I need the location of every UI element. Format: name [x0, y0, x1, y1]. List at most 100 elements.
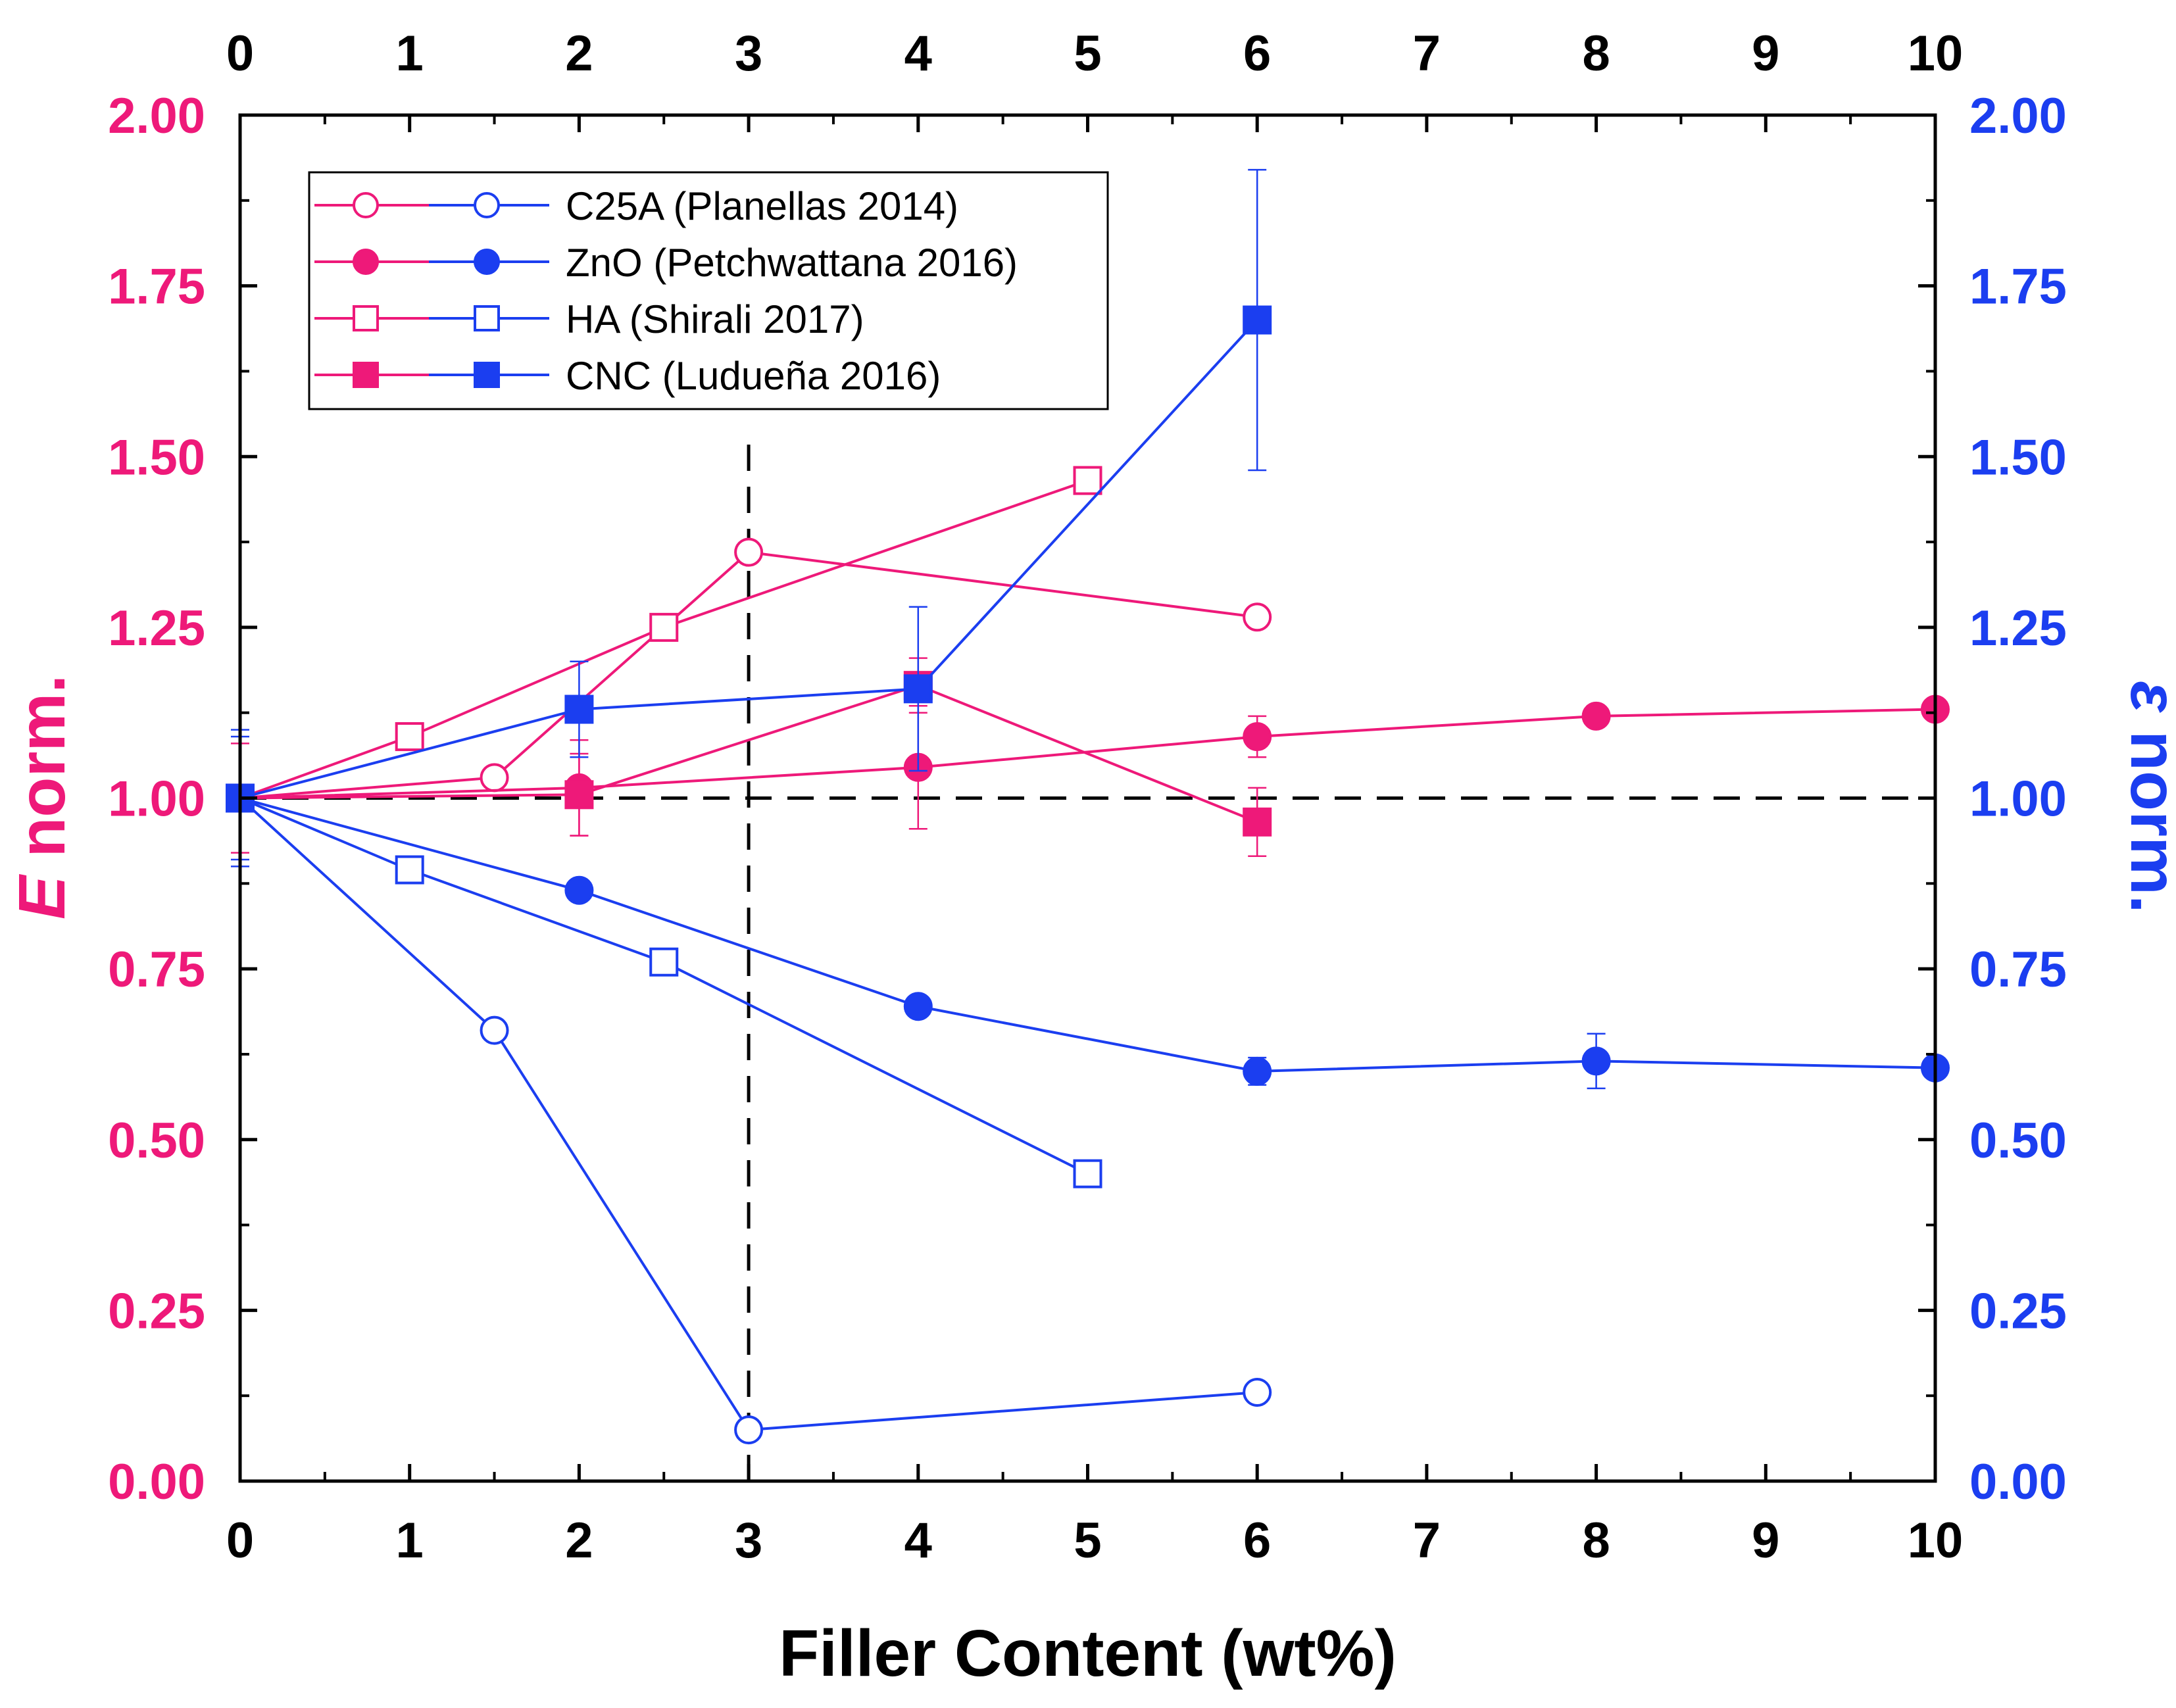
y-tick-label-right: 0.75 [1969, 942, 2067, 998]
data-point [1581, 701, 1611, 731]
x-tick-label-bottom: 5 [1074, 1513, 1101, 1569]
x-tick-label-top: 9 [1752, 26, 1779, 82]
data-point [395, 855, 424, 885]
legend: C25A (Planellas 2014) ZnO (Petchwattana 2… [308, 171, 1109, 410]
data-point [480, 1015, 509, 1045]
y-tick-label-left: 0.25 [108, 1283, 205, 1339]
y-tick-label-left: 2.00 [108, 88, 205, 144]
data-point [649, 947, 679, 977]
axis-ticks [238, 113, 1937, 1483]
x-tick-label-bottom: 3 [735, 1513, 762, 1569]
data-point [1243, 807, 1272, 837]
y-tick-label-right: 1.50 [1969, 429, 2067, 485]
x-tick-label-bottom: 7 [1413, 1513, 1441, 1569]
data-point [903, 992, 933, 1021]
data-point [395, 722, 424, 752]
y-tick-label-left: 0.75 [108, 942, 205, 998]
y-axis-title-left: E norm. [5, 675, 79, 919]
y-tick-label-right: 1.00 [1969, 771, 2067, 827]
series-1 [226, 783, 1272, 1445]
legend-marker-strain [474, 305, 500, 331]
series-line [239, 319, 1258, 800]
y-tick-label-right: 2.00 [1969, 88, 2067, 144]
x-tick-label-top: 3 [735, 26, 762, 82]
legend-marker-strain [474, 192, 500, 218]
data-point [1243, 722, 1272, 752]
x-tick-label-top: 0 [226, 26, 254, 82]
series-line [239, 550, 1258, 800]
series-7 [226, 168, 1272, 867]
y-tick-label-right: 0.00 [1969, 1454, 2067, 1510]
legend-entry-3: CNC (Ludueña 2016) [314, 354, 941, 398]
x-tick-label-top: 6 [1243, 26, 1271, 82]
legend-marker-strain [474, 249, 500, 275]
data-point [564, 780, 594, 810]
y-axis-title-right: ε norm. [2117, 681, 2176, 913]
x-tick-label-bottom: 0 [226, 1513, 254, 1569]
data-point [564, 875, 594, 905]
legend-marker-E [353, 192, 379, 218]
y-tick-label-right: 0.50 [1969, 1113, 2067, 1169]
y-tick-label-left: 1.00 [108, 771, 205, 827]
x-tick-label-top: 2 [565, 26, 593, 82]
legend-entry-0: C25A (Planellas 2014) [314, 184, 958, 228]
reference-lines [240, 431, 1935, 1481]
x-tick-label-bottom: 4 [904, 1513, 932, 1569]
y-axis-title-left-text: norm. [5, 675, 79, 876]
y-tick-label-left: 0.50 [108, 1113, 205, 1169]
legend-label: C25A (Planellas 2014) [566, 184, 958, 228]
y-tick-label-left: 1.75 [108, 259, 205, 315]
legend-marker-E [353, 362, 379, 388]
y-tick-label-right: 1.75 [1969, 259, 2067, 315]
x-tick-label-top: 8 [1582, 26, 1610, 82]
data-point [1073, 1159, 1102, 1188]
x-axis-title: Filler Content (wt%) [779, 1617, 1397, 1690]
legend-label: HA (Shirali 2017) [566, 297, 864, 341]
x-tick-label-bottom: 9 [1752, 1513, 1779, 1569]
y-axis-title-right-text: norm. [2117, 712, 2176, 914]
x-tick-label-top: 1 [396, 26, 424, 82]
data-point [1243, 1377, 1272, 1407]
legend-marker-strain [474, 362, 500, 388]
x-tick-label-top: 5 [1074, 26, 1101, 82]
data-point [1243, 1056, 1272, 1086]
data-point [734, 537, 764, 567]
x-tick-label-bottom: 8 [1582, 1513, 1610, 1569]
series-line [239, 479, 1089, 800]
y-axis-title-left-symbol: E [5, 873, 79, 919]
y-tick-label-left: 1.25 [108, 600, 205, 656]
legend-marker-E [353, 249, 379, 275]
data-point [1581, 1046, 1611, 1076]
series-line [239, 796, 1089, 1175]
data-point [1243, 602, 1272, 632]
legend-box [308, 171, 1109, 410]
series-line [239, 684, 1258, 823]
x-tick-label-bottom: 2 [565, 1513, 593, 1569]
y-tick-label-left: 0.00 [108, 1454, 205, 1510]
x-tick-label-top: 4 [904, 26, 932, 82]
x-tick-label-bottom: 6 [1243, 1513, 1271, 1569]
data-point [1243, 305, 1272, 335]
legend-label: ZnO (Petchwattana 2016) [566, 241, 1018, 285]
data-point [480, 763, 509, 793]
legend-marker-E [353, 305, 379, 331]
data-point [564, 695, 594, 724]
y-tick-label-right: 0.25 [1969, 1283, 2067, 1339]
data-point [903, 674, 933, 704]
series-line [239, 708, 1936, 800]
legend-entry-2: HA (Shirali 2017) [314, 297, 864, 341]
data-point [1073, 466, 1102, 495]
series-line [239, 797, 1258, 1432]
legend-label: CNC (Ludueña 2016) [566, 354, 941, 398]
y-axis-title-right-symbol: ε [2117, 681, 2176, 713]
series-line [239, 796, 1936, 1073]
data-point [649, 612, 679, 642]
x-tick-label-top: 7 [1413, 26, 1441, 82]
y-tick-label-left: 1.50 [108, 429, 205, 485]
x-tick-label-bottom: 10 [1908, 1513, 1964, 1569]
legend-entry-1: ZnO (Petchwattana 2016) [314, 241, 1018, 285]
x-tick-label-top: 10 [1908, 26, 1964, 82]
